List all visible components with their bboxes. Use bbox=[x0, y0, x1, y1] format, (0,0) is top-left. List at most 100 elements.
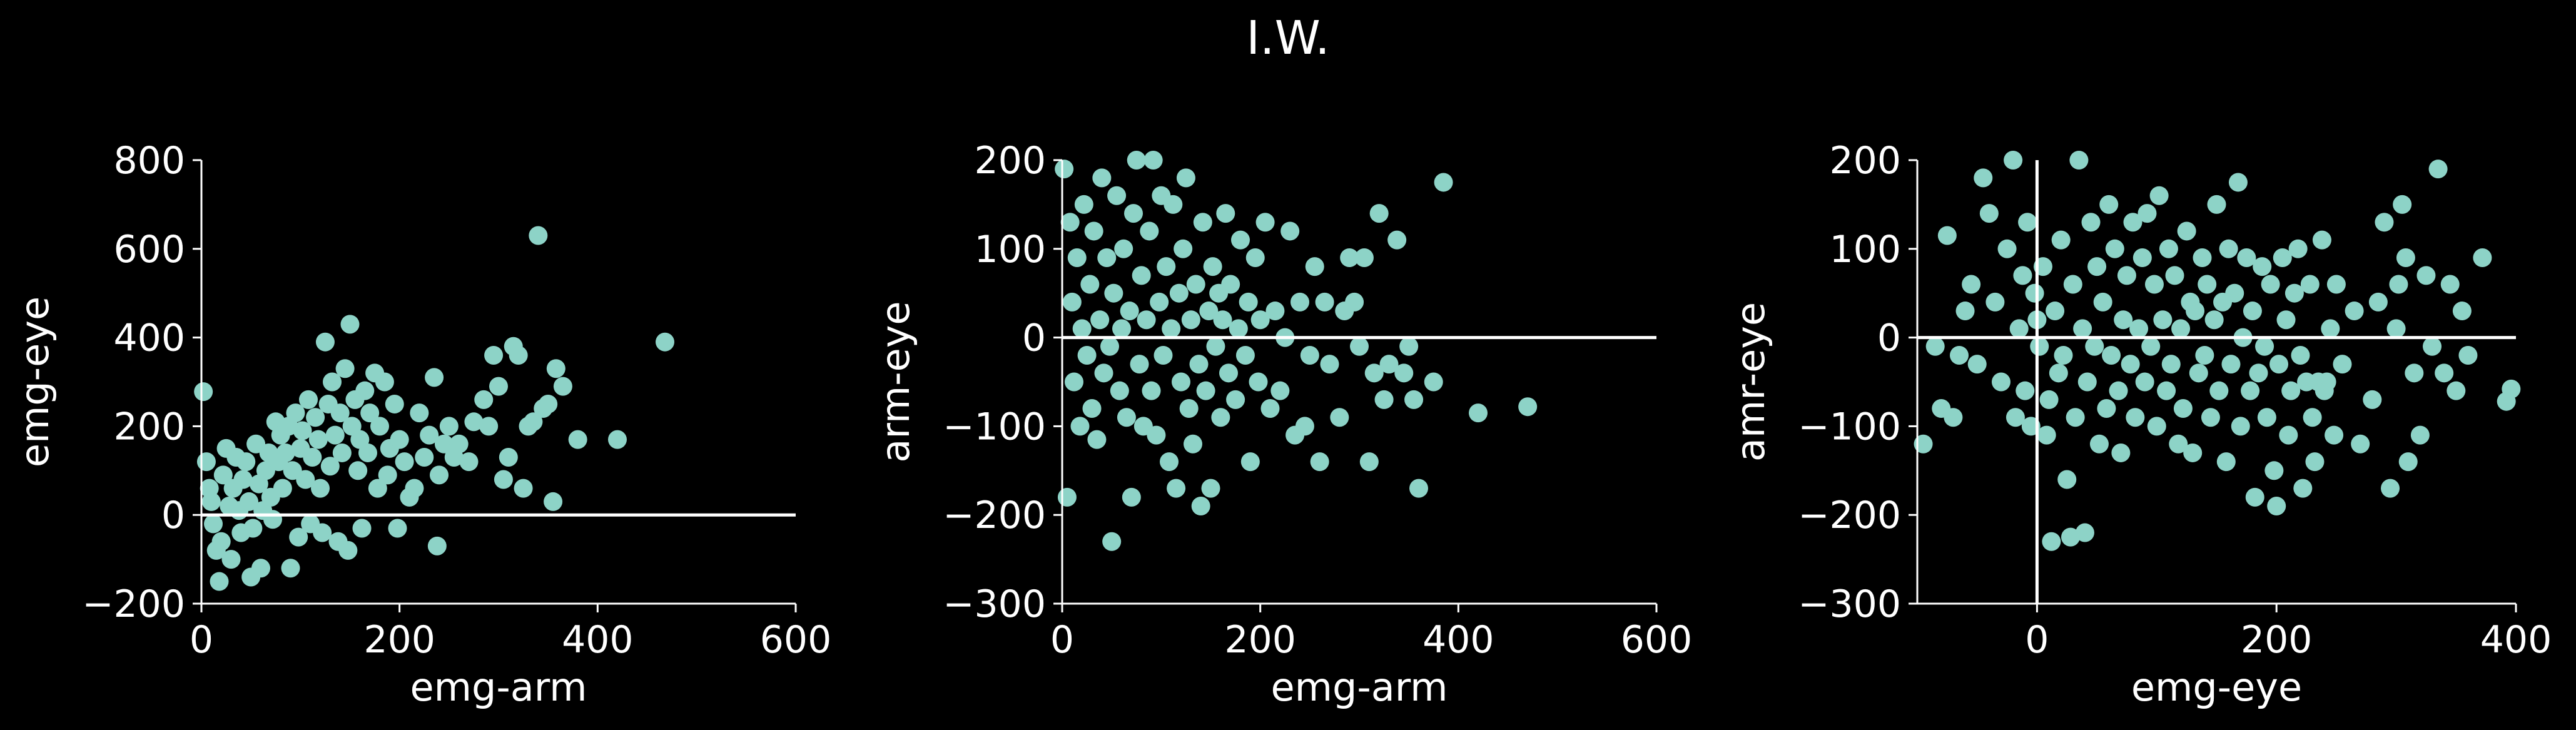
data-point bbox=[1062, 292, 1082, 312]
x-axis-label: emg-arm bbox=[410, 664, 587, 710]
data-point bbox=[2381, 479, 2400, 498]
data-point bbox=[1154, 345, 1173, 365]
data-point bbox=[2169, 434, 2188, 454]
data-point bbox=[1354, 248, 1374, 267]
data-point bbox=[330, 403, 350, 423]
x-axis-label: emg-eye bbox=[2131, 664, 2302, 710]
data-point bbox=[2257, 408, 2276, 427]
data-point bbox=[1280, 221, 1300, 241]
data-point bbox=[1949, 345, 1969, 365]
data-point bbox=[2207, 195, 2226, 214]
data-point bbox=[1082, 399, 1102, 418]
x-tick-label: 400 bbox=[1422, 618, 1494, 662]
data-point bbox=[459, 452, 479, 472]
data-point bbox=[1184, 434, 1202, 454]
data-point bbox=[2183, 443, 2203, 462]
data-point bbox=[2375, 213, 2394, 232]
data-point bbox=[2396, 248, 2415, 267]
data-point bbox=[2452, 302, 2472, 321]
data-point bbox=[2046, 302, 2065, 321]
data-point bbox=[1080, 275, 1100, 294]
data-point bbox=[2410, 425, 2430, 445]
x-tick-label: 200 bbox=[1224, 618, 1296, 662]
data-point bbox=[2386, 319, 2406, 338]
data-point bbox=[2121, 355, 2140, 374]
data-point bbox=[2398, 452, 2418, 472]
data-point bbox=[2004, 151, 2023, 170]
data-point bbox=[368, 479, 387, 498]
data-point bbox=[311, 479, 330, 498]
data-point bbox=[303, 448, 322, 467]
data-point bbox=[1424, 372, 1443, 392]
data-point bbox=[289, 527, 308, 547]
data-point bbox=[1055, 160, 1074, 179]
data-point bbox=[2054, 345, 2073, 365]
data-point bbox=[1291, 292, 1309, 312]
data-point bbox=[340, 315, 360, 334]
data-point bbox=[2264, 461, 2284, 480]
data-point bbox=[2204, 310, 2224, 330]
data-point bbox=[2284, 283, 2304, 303]
data-point bbox=[1206, 337, 1225, 356]
data-point bbox=[1142, 381, 1161, 400]
data-point bbox=[378, 465, 397, 485]
x-tick-label: 200 bbox=[2241, 618, 2313, 662]
data-point bbox=[375, 372, 394, 392]
data-point bbox=[405, 479, 424, 498]
data-point bbox=[2393, 195, 2412, 214]
data-point bbox=[2279, 425, 2298, 445]
data-point bbox=[1270, 381, 1290, 400]
data-point bbox=[2195, 345, 2214, 365]
data-point bbox=[2363, 390, 2382, 409]
data-point bbox=[2423, 337, 2442, 356]
data-point bbox=[308, 430, 328, 449]
data-point bbox=[2321, 319, 2340, 338]
data-point bbox=[2009, 319, 2029, 338]
data-point bbox=[2177, 221, 2196, 241]
data-point bbox=[2016, 381, 2035, 400]
data-point bbox=[1143, 151, 1163, 170]
data-point bbox=[2312, 230, 2331, 250]
data-point bbox=[1179, 399, 1199, 418]
data-point bbox=[2291, 345, 2310, 365]
x-tick-label: 0 bbox=[2025, 618, 2049, 662]
data-point bbox=[2293, 479, 2313, 498]
data-point bbox=[2089, 434, 2109, 454]
data-point bbox=[2097, 399, 2116, 418]
data-point bbox=[2325, 425, 2344, 445]
data-point bbox=[296, 470, 315, 489]
data-point bbox=[1250, 310, 1270, 330]
data-point bbox=[1409, 479, 1428, 498]
data-point bbox=[233, 470, 253, 489]
data-point bbox=[1120, 302, 1139, 321]
data-point bbox=[315, 332, 335, 352]
data-point bbox=[1164, 195, 1183, 214]
data-point bbox=[499, 448, 518, 467]
data-point bbox=[2135, 372, 2154, 392]
data-point bbox=[1097, 248, 1117, 267]
data-point bbox=[1067, 248, 1087, 267]
data-point bbox=[1240, 452, 1260, 472]
data-point bbox=[2006, 408, 2025, 427]
data-point bbox=[1249, 372, 1268, 392]
data-point bbox=[1260, 399, 1280, 418]
data-point bbox=[1914, 434, 1933, 454]
data-point bbox=[2253, 257, 2272, 276]
y-tick-label: 200 bbox=[974, 139, 1046, 183]
data-point bbox=[2057, 470, 2077, 489]
data-point bbox=[2171, 319, 2191, 338]
data-point bbox=[2030, 337, 2049, 356]
data-point bbox=[1997, 239, 2017, 258]
data-point bbox=[1104, 283, 1123, 303]
data-point bbox=[2087, 257, 2107, 276]
data-point bbox=[263, 510, 282, 529]
data-point bbox=[1181, 310, 1200, 330]
data-point bbox=[281, 559, 300, 578]
data-point bbox=[2105, 239, 2124, 258]
data-point bbox=[2305, 452, 2325, 472]
data-point bbox=[484, 345, 504, 365]
data-point bbox=[2458, 345, 2478, 365]
data-point bbox=[1925, 337, 1945, 356]
data-point bbox=[1364, 363, 1384, 383]
data-point bbox=[323, 372, 342, 392]
